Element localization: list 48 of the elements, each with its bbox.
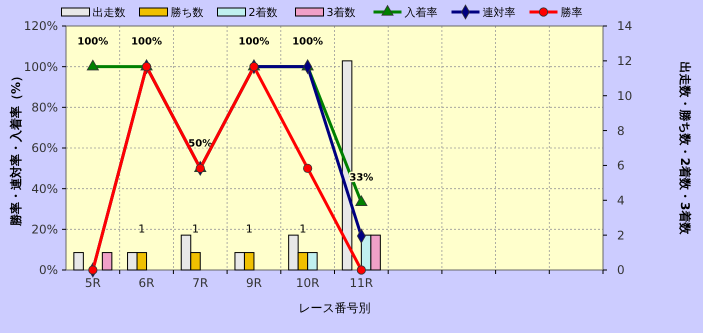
point [196, 164, 205, 173]
data-label: 1 [192, 222, 199, 236]
bar [102, 252, 112, 270]
y2-tick-label: 12 [617, 54, 632, 68]
y-tick-label: 60% [31, 141, 58, 156]
legend-label: 勝率 [560, 6, 582, 19]
y2-tick-label: 10 [617, 88, 632, 103]
point [303, 164, 312, 173]
data-label: 50% [188, 138, 212, 150]
y-tick-label: 100% [24, 60, 58, 74]
legend-label: 連対率 [482, 6, 516, 19]
legend-label: 3着数 [326, 6, 356, 19]
x-tick-label: 10R [296, 276, 320, 290]
y2-tick-label: 4 [617, 193, 625, 208]
data-label: 100% [238, 36, 270, 48]
data-label: 100% [292, 36, 324, 48]
legend-label: 出走数 [92, 6, 126, 19]
point [356, 265, 366, 275]
legend-label: 2着数 [248, 6, 278, 19]
y-tick-label: 40% [31, 182, 58, 196]
x-axis-title: レース番号別 [298, 301, 370, 315]
y-tick-label: 20% [31, 222, 58, 237]
y2-tick-label: 14 [617, 19, 632, 34]
data-label: 1 [299, 222, 306, 236]
y-tick-label: 120% [24, 19, 58, 34]
point [249, 62, 259, 72]
data-label: 100% [131, 36, 162, 48]
data-label: 100% [77, 36, 108, 48]
bar [73, 252, 84, 270]
y2-tick-label: 2 [617, 228, 625, 242]
x-tick-label: 6R [138, 276, 155, 290]
y2-axis-title: 出走数・勝ち数・2着数・3着数 [678, 62, 692, 236]
x-tick-label: 9R [246, 276, 262, 290]
data-label: 1 [138, 222, 146, 236]
legend-label: 勝ち数 [170, 6, 204, 19]
y2-tick-label: 0 [617, 263, 625, 278]
y-axis-title: 勝率・連対率・入着率（%） [9, 70, 23, 228]
y-tick-label: 80% [31, 100, 58, 115]
legend-label: 入着率 [404, 6, 438, 19]
x-tick-label: 7R [192, 276, 208, 290]
y2-tick-label: 6 [617, 158, 625, 173]
y-tick-label: 0% [38, 263, 58, 278]
point [88, 265, 98, 275]
x-tick-label: 11R [350, 276, 374, 290]
point [142, 62, 152, 72]
y2-tick-label: 8 [617, 124, 625, 138]
data-label: 1 [246, 222, 253, 236]
x-tick-label: 5R [84, 276, 101, 290]
